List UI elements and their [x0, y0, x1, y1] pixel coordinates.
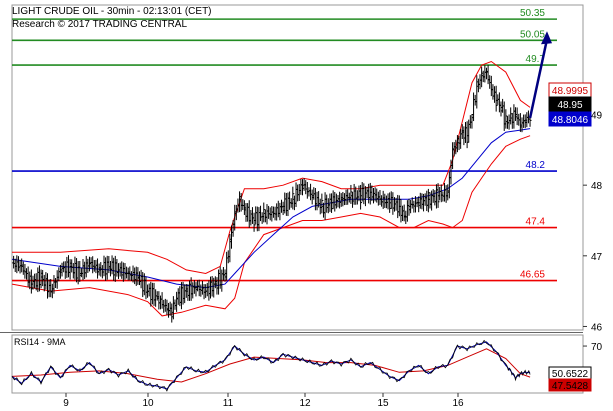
level-label: 50.05: [520, 29, 545, 40]
rsi-tag-label: 47.5428: [552, 381, 589, 392]
price-tag: 48.95: [548, 96, 592, 112]
bollinger-lower: [11, 135, 531, 317]
x-tick-label: 10: [142, 398, 154, 409]
forecast-arrow-shaft: [528, 38, 549, 119]
level-label: 49.7: [526, 54, 546, 65]
price-tag-box: [548, 111, 592, 127]
rsi-tag: 47.5428: [548, 378, 592, 392]
chart-title: LIGHT CRUDE OIL - 30min - 02:13:01 (CET): [12, 6, 212, 17]
rsi-title: RSI14 - 9MA: [14, 337, 66, 347]
main-panel-frame: [11, 4, 584, 331]
x-tick-label: 15: [377, 398, 389, 409]
x-tick-label: 11: [223, 398, 234, 409]
rsi-panel-frame: [11, 334, 584, 394]
price-tag-box: [548, 96, 592, 112]
rsi-ma-line: [11, 348, 531, 383]
rsi-line: [11, 341, 531, 390]
rsi-tag: 50.6522: [548, 366, 592, 380]
y-tick-label: 46: [591, 322, 603, 333]
research-caption: Research © 2017 TRADING CENTRAL: [12, 19, 188, 30]
x-tick-label: 9: [63, 398, 69, 409]
level-label: 46.65: [520, 270, 545, 281]
bollinger-upper: [12, 60, 531, 275]
price-tag: 48.9995: [548, 82, 592, 98]
rsi-tag-label: 50.6522: [552, 369, 589, 380]
price-tag-label: 48.8046: [552, 115, 589, 126]
level-label: 50.35: [520, 8, 545, 19]
price-tag: 48.8046: [548, 111, 592, 127]
y-tick-label: 49: [591, 111, 603, 122]
y-tick-label: 47: [591, 252, 603, 263]
level-label: 47.4: [526, 217, 546, 228]
x-tick-label: 12: [299, 398, 311, 409]
price-tag-label: 48.95: [557, 100, 582, 111]
rsi-tick-label: 70: [591, 342, 603, 353]
forecast-arrow-head: [541, 31, 552, 45]
y-tick-label: 48: [591, 181, 603, 192]
rsi-detail-line: [11, 339, 531, 392]
rsi-tag-box: [548, 378, 592, 392]
x-tick-label: 16: [452, 398, 464, 409]
price-tag-label: 48.9995: [552, 86, 589, 97]
level-label: 48.2: [526, 160, 546, 171]
